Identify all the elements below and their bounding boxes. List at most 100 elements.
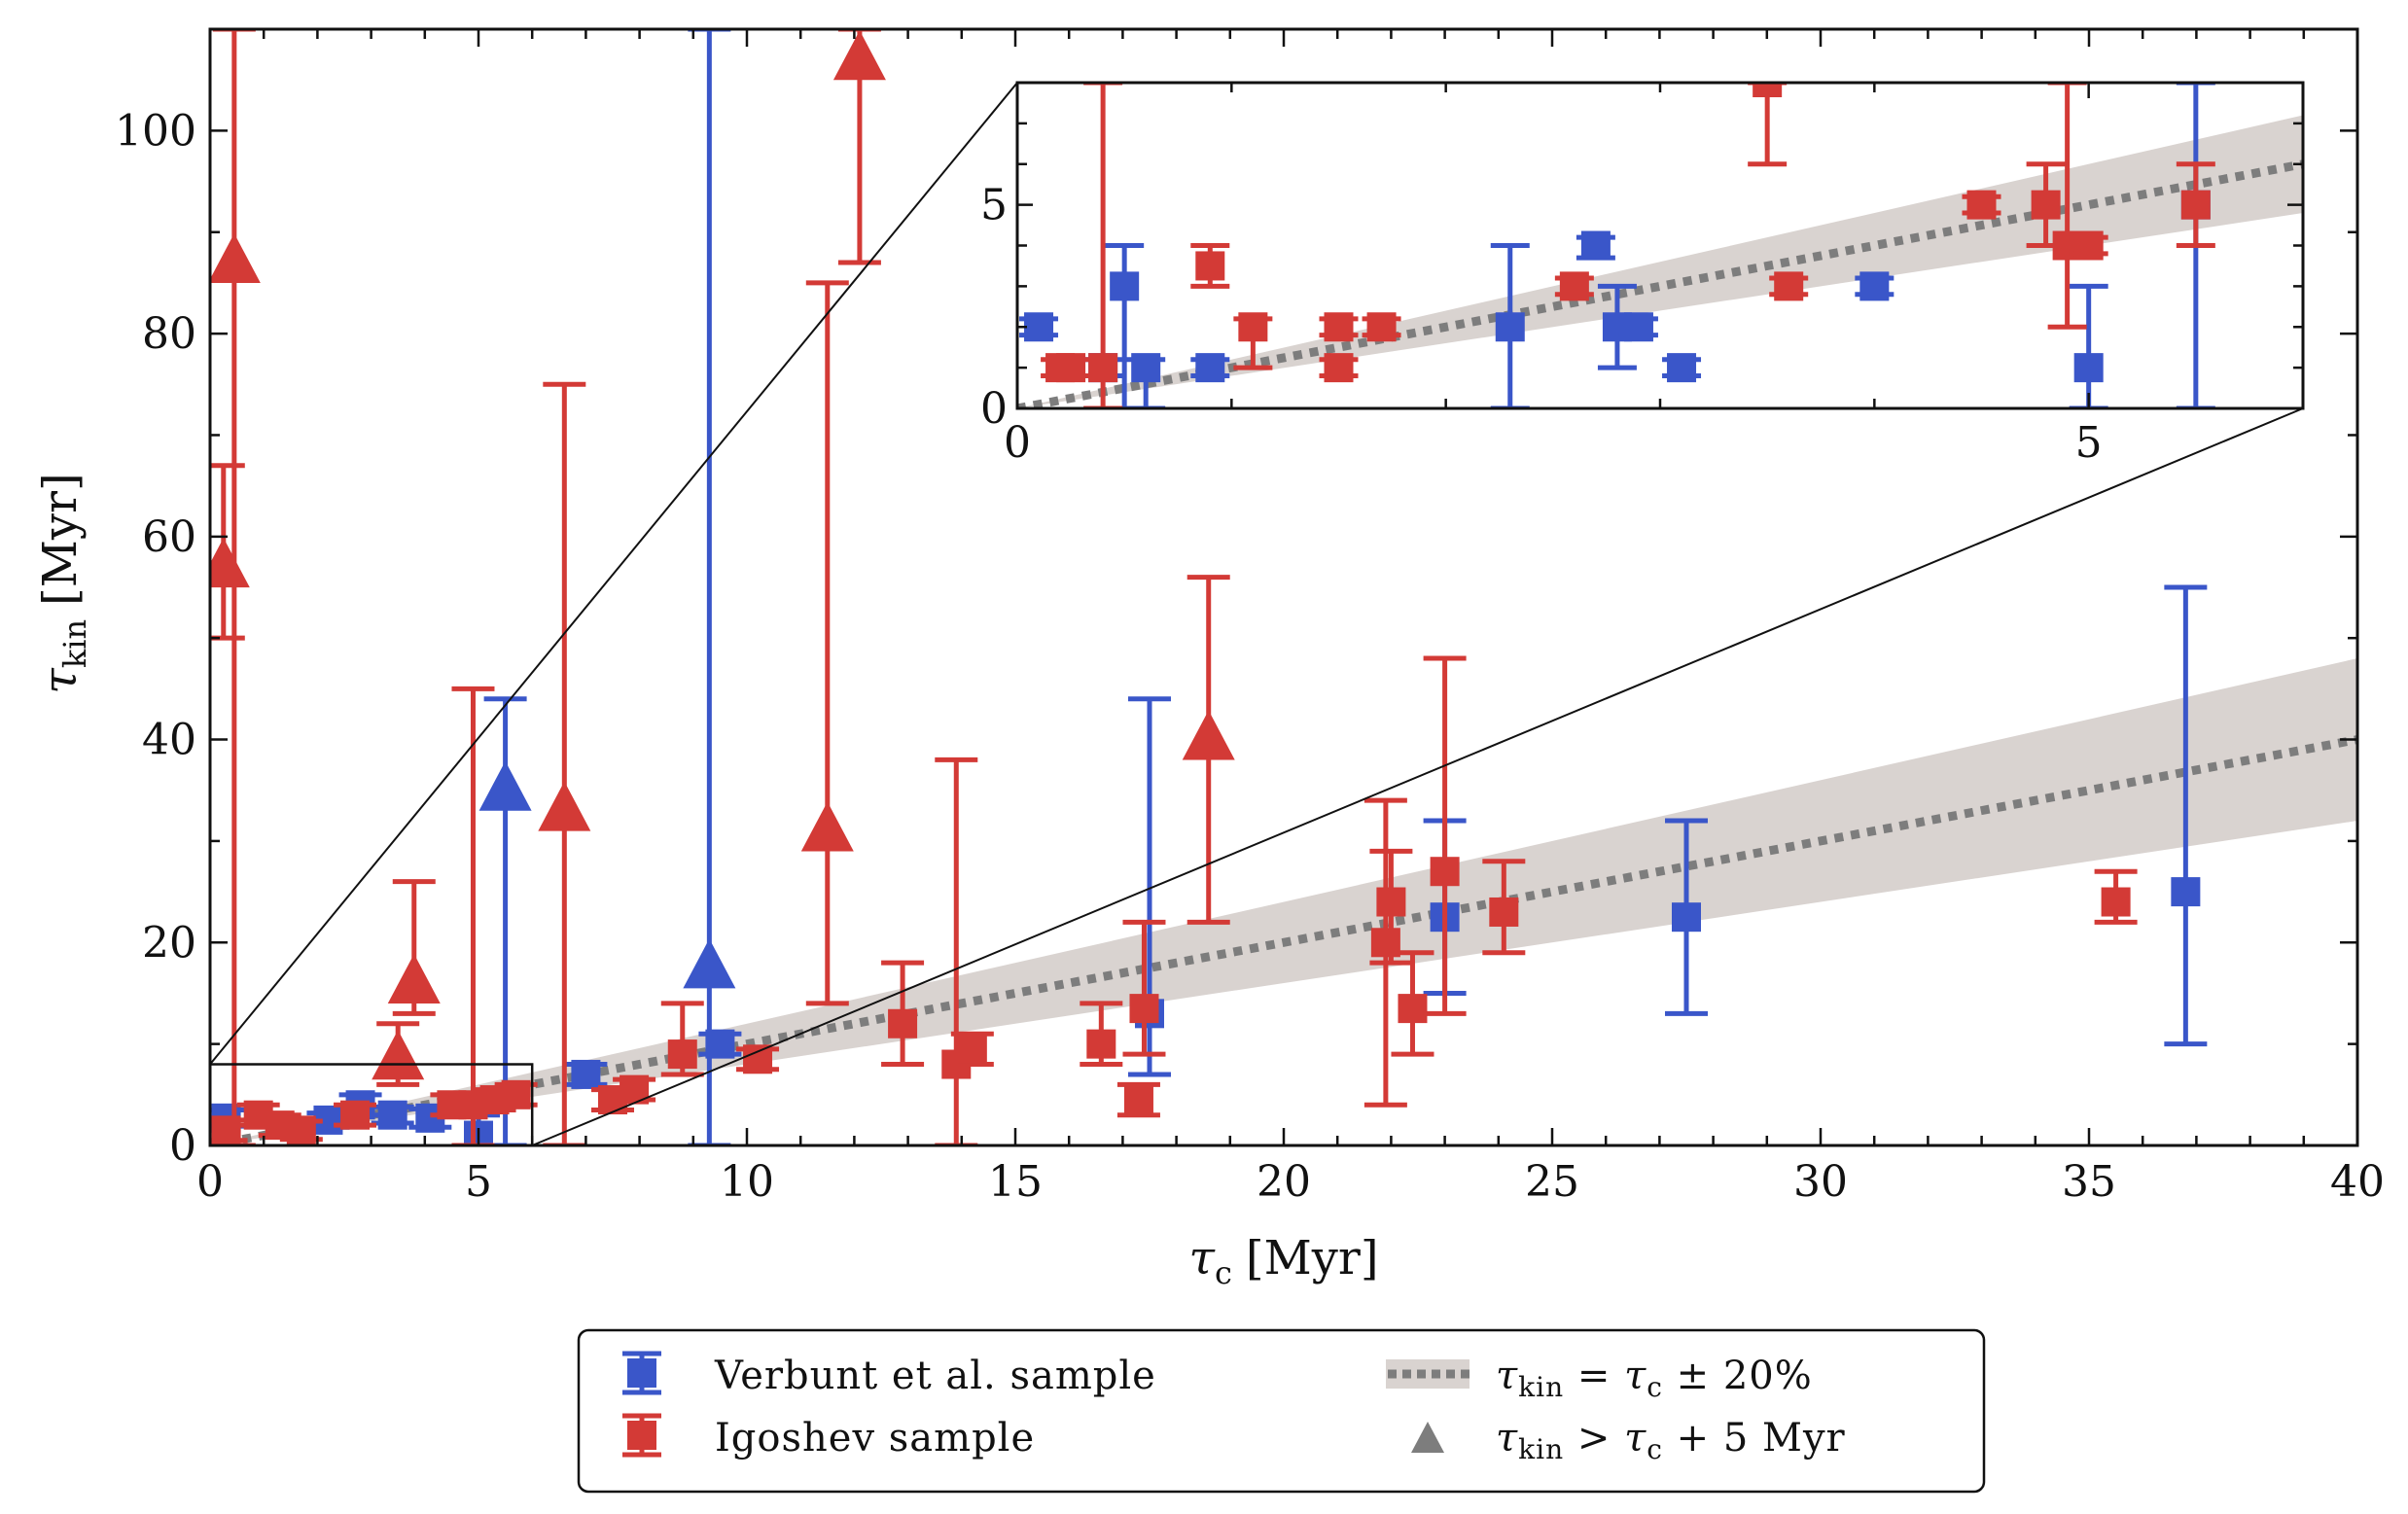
inset-verbunt-point-9-square — [1667, 353, 1697, 383]
inset-igoshev-point-14-square — [2073, 230, 2104, 261]
inset-igoshev-point-11-square — [1966, 190, 1997, 220]
x-tick-label: 35 — [2062, 1157, 2116, 1207]
igoshev-point-16-square — [667, 1039, 697, 1070]
inset-igoshev-point-6-square — [1324, 353, 1354, 383]
x-tick-label: 20 — [1257, 1157, 1311, 1207]
inset-verbunt-point-6-square — [1580, 230, 1611, 261]
x-tick-label: 15 — [988, 1157, 1043, 1207]
legend-tri-op: > — [1564, 1416, 1624, 1461]
verbunt-point-3-square — [377, 1100, 407, 1130]
igoshev-point-7-triangle — [372, 1030, 425, 1080]
igoshev-point-28-square — [1376, 887, 1406, 917]
igoshev-point-15-square — [620, 1074, 650, 1105]
inset-x-tick-label: 5 — [2075, 418, 2103, 468]
legend-band-s1: kin — [1518, 1371, 1564, 1403]
legend-band-s2: c — [1647, 1371, 1663, 1403]
igoshev-point-6-square — [340, 1100, 371, 1130]
y-tick-label: 100 — [115, 106, 196, 156]
legend-label-triangle: τkin > τc + 5 Myr — [1496, 1416, 1846, 1465]
inset-igoshev-point-8-square — [1559, 271, 1589, 301]
legend-label-igoshev: Igoshev sample — [715, 1416, 1035, 1461]
inset-verbunt-point-0-square — [1024, 312, 1054, 342]
verbunt-point-7-square — [571, 1059, 601, 1089]
legend-tri-t2: τ — [1624, 1416, 1647, 1461]
legend-label-band: τkin = τc ± 20% — [1496, 1354, 1813, 1403]
inset-igoshev-point-15-square — [2180, 190, 2211, 220]
verbunt-point-13-square — [2171, 877, 2201, 907]
y-axis-symbol: τ — [33, 667, 88, 694]
y-tick-label: 40 — [142, 716, 196, 765]
igoshev-point-32-square — [2101, 887, 2131, 917]
igoshev-point-12-square — [501, 1079, 531, 1109]
legend-marker-igoshev — [622, 1413, 661, 1458]
igoshev-point-25-square — [1129, 994, 1159, 1024]
inset-igoshev-point-3-square — [1195, 251, 1225, 281]
x-tick-label: 5 — [465, 1157, 492, 1207]
x-axis-unit: [Myr] — [1246, 1231, 1379, 1285]
legend-box — [577, 1328, 1986, 1494]
igoshev-point-1-triangle — [210, 233, 261, 284]
zoom-box — [208, 1063, 534, 1147]
legend-marker-triangle — [1411, 1422, 1444, 1453]
igoshev-point-8-triangle — [387, 954, 441, 1004]
inset-verbunt-point-10-square — [1859, 271, 1890, 301]
igoshev-point-26-triangle — [1182, 710, 1235, 760]
legend-marker-band — [1386, 1359, 1470, 1389]
igoshev-point-24-square — [1123, 1085, 1153, 1115]
x-tick-label: 40 — [2330, 1157, 2385, 1207]
igoshev-point-13-triangle — [538, 781, 591, 831]
igoshev-point-31-square — [1489, 897, 1519, 927]
verbunt-point-6-triangle — [478, 760, 532, 811]
x-tick-label: 10 — [720, 1157, 774, 1207]
inset-verbunt-point-8-square — [1623, 312, 1653, 342]
igoshev-point-23-square — [1086, 1029, 1116, 1059]
inset-igoshev-point-2-square — [1088, 353, 1118, 383]
inset-verbunt-point-5-square — [1495, 312, 1525, 342]
legend-tri-s2: c — [1647, 1433, 1663, 1465]
zoom-connector-left — [209, 82, 1018, 1066]
legend-band-tail: ± 20% — [1663, 1354, 1813, 1398]
inset-igoshev-point-1-square — [1056, 353, 1086, 383]
inset-verbunt-point-2-square — [1110, 271, 1140, 301]
legend-label-verbunt: Verbunt et al. sample — [714, 1354, 1156, 1398]
inset-verbunt-point-3-square — [1131, 353, 1161, 383]
legend: Verbunt et al. sample Igoshev sample τki… — [577, 1328, 1986, 1494]
x-axis-subscript: c — [1215, 1254, 1232, 1291]
inset-verbunt-point-4-square — [1195, 353, 1225, 383]
x-tick-label: 30 — [1793, 1157, 1848, 1207]
verbunt-point-8-triangle — [683, 938, 736, 989]
y-tick-label: 0 — [169, 1121, 196, 1171]
legend-tri-s1: kin — [1518, 1433, 1564, 1465]
inset-igoshev-point-10-square — [1774, 271, 1804, 301]
legend-band-op: = — [1564, 1354, 1624, 1398]
igoshev-point-19-triangle — [832, 30, 886, 81]
igoshev-point-2-square — [211, 1115, 241, 1145]
identity-line — [210, 735, 2357, 1145]
main-data-layer — [210, 29, 2357, 1145]
igoshev-point-17-square — [743, 1044, 773, 1074]
inset-verbunt-point-11-square — [2073, 353, 2104, 383]
inset-igoshev-point-12-square — [2031, 190, 2061, 220]
igoshev-point-5-square — [286, 1115, 316, 1145]
y-tick-label: 20 — [142, 918, 196, 968]
y-tick-label: 60 — [142, 512, 196, 562]
inset-x-tick-label: 0 — [1004, 418, 1031, 468]
x-tick-label: 0 — [196, 1157, 224, 1207]
inset-igoshev-point-9-square — [1753, 83, 1783, 97]
x-tick-label: 25 — [1525, 1157, 1579, 1207]
y-axis-subscript: kin — [56, 619, 93, 668]
inset-igoshev-point-4-square — [1238, 312, 1268, 342]
legend-tri-tail: + 5 Myr — [1663, 1416, 1846, 1461]
zoom-connector-lines — [208, 82, 2304, 1147]
igoshev-point-29-square — [1398, 994, 1428, 1024]
y-axis-unit: [Myr] — [33, 473, 88, 606]
inset-data-layer — [1017, 83, 2303, 408]
y-tick-label: 80 — [142, 309, 196, 359]
inset-y-tick-label: 0 — [980, 384, 1008, 434]
verbunt-point-9-square — [705, 1029, 735, 1059]
igoshev-point-30-square — [1430, 857, 1460, 887]
igoshev-point-18-triangle — [800, 801, 854, 852]
legend-marker-verbunt — [622, 1351, 661, 1395]
igoshev-point-22-square — [957, 1034, 987, 1064]
